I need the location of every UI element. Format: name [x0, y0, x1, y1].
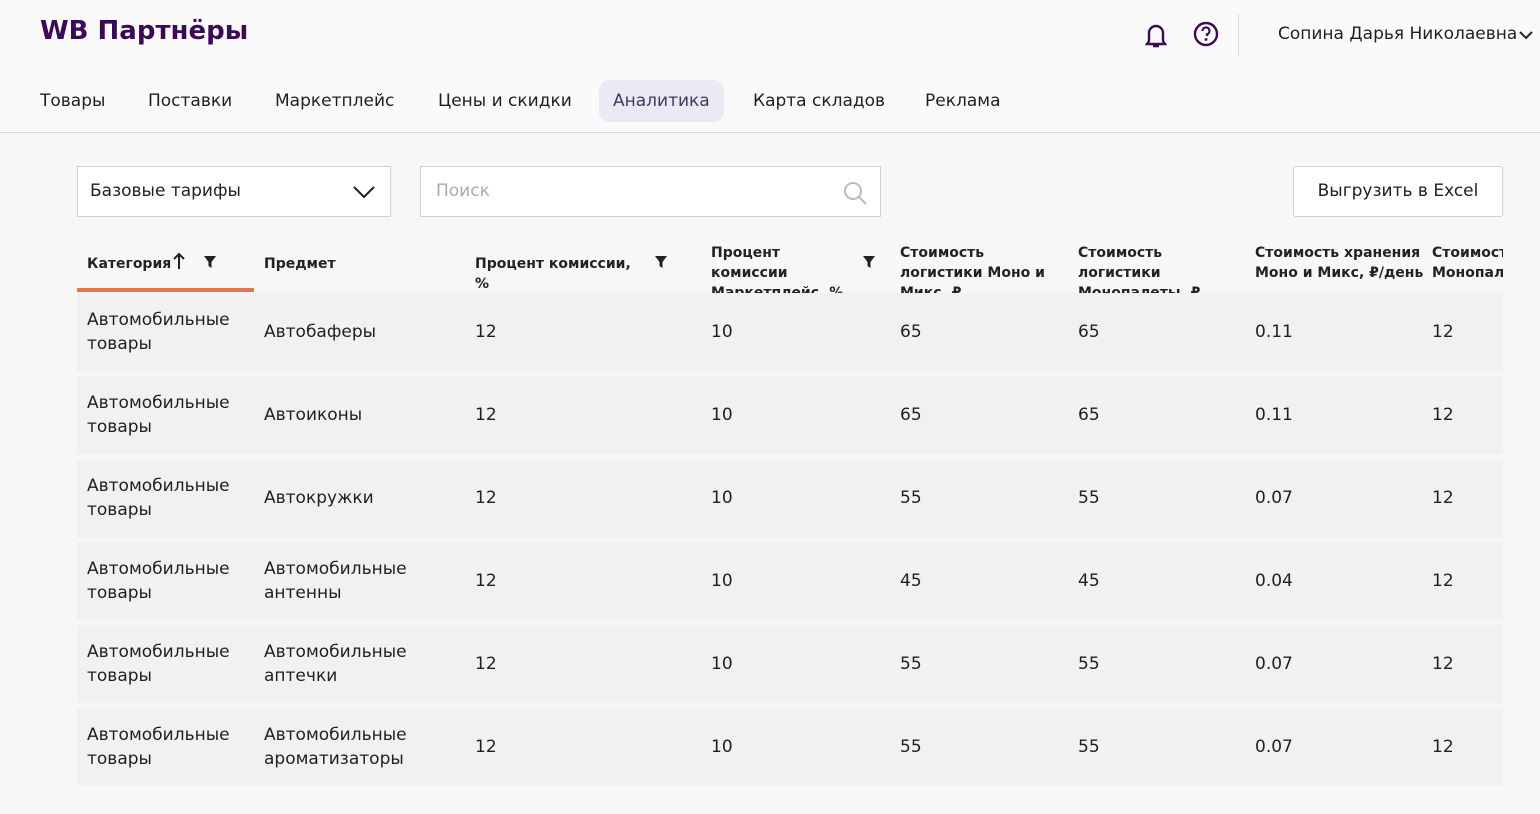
table-cell: 0.11 [1255, 405, 1293, 425]
filter-icon[interactable] [654, 255, 668, 269]
table-cell: 12 [475, 405, 497, 425]
table-cell: 12 [475, 654, 497, 674]
bell-icon[interactable] [1142, 20, 1170, 50]
table-row [77, 708, 1503, 786]
column-header: Стоимост Монопале [1432, 245, 1503, 281]
tariff-select[interactable]: Базовые тарифы [77, 166, 391, 217]
filter-icon[interactable] [203, 255, 217, 269]
table-cell: 10 [711, 571, 733, 591]
table-cell: 12 [475, 737, 497, 757]
table-cell: 10 [711, 737, 733, 757]
table-row [77, 459, 1503, 537]
nav-item[interactable]: Цены и скидки [438, 91, 572, 111]
help-icon[interactable] [1192, 20, 1220, 48]
user-name[interactable]: Сопина Дарья Николаевна [1278, 24, 1518, 44]
table-cell: 12 [1432, 737, 1454, 757]
table-cell: Автокружки [264, 488, 374, 508]
table-cell: 55 [1078, 737, 1100, 757]
table-cell: 0.07 [1255, 737, 1293, 757]
table-cell: Автомобильные товары [87, 725, 230, 769]
table-cell: 65 [900, 405, 922, 425]
table-cell: 12 [1432, 571, 1454, 591]
table-cell: 45 [900, 571, 922, 591]
table-cell: 0.11 [1255, 322, 1293, 342]
select-chevron [353, 186, 375, 199]
table-cell: 12 [1432, 322, 1454, 342]
table-cell: 55 [1078, 654, 1100, 674]
table-cell: 12 [1432, 405, 1454, 425]
user-chevron[interactable] [1518, 28, 1534, 42]
column-header[interactable]: Процент комиссии, % [475, 256, 631, 292]
table-cell: 10 [711, 322, 733, 342]
column-header[interactable]: Категория [87, 256, 172, 272]
table-cell: Автомобильные ароматизаторы [264, 725, 407, 769]
table-cell: 55 [900, 488, 922, 508]
table-cell: Автомобильные товары [87, 642, 230, 686]
nav-item[interactable]: Товары [40, 91, 106, 111]
table-cell: 65 [900, 322, 922, 342]
table-cell: Автомобильные товары [87, 476, 230, 520]
table-cell: 55 [900, 737, 922, 757]
table-cell: 12 [1432, 488, 1454, 508]
top-bar [0, 0, 1540, 133]
table-cell: 65 [1078, 322, 1100, 342]
table-cell: 10 [711, 405, 733, 425]
table-cell: 10 [711, 654, 733, 674]
table-cell: 10 [711, 488, 733, 508]
table-cell: 12 [475, 488, 497, 508]
nav-item[interactable]: Карта складов [753, 91, 886, 111]
nav-item[interactable]: Аналитика [599, 80, 724, 122]
search-icon [844, 182, 867, 205]
table-cell: 45 [1078, 571, 1100, 591]
table-cell: Автомобильные товары [87, 393, 230, 437]
divider [1238, 14, 1239, 56]
table-row [77, 625, 1503, 703]
table-cell: Автомобильные товары [87, 310, 230, 354]
table-cell: 12 [475, 322, 497, 342]
table-cell: 0.04 [1255, 571, 1293, 591]
nav-item[interactable]: Реклама [925, 91, 1001, 111]
select-label: Базовые тарифы [90, 181, 241, 201]
table-cell: Автоиконы [264, 405, 363, 425]
search-input[interactable]: Поиск [420, 166, 881, 217]
table-row [77, 542, 1503, 620]
table-cell: Автобаферы [264, 322, 377, 342]
table-row [77, 376, 1503, 454]
table-cell: Автомобильные товары [87, 559, 230, 603]
nav-item[interactable]: Маркетплейс [275, 91, 395, 111]
nav-item[interactable]: Поставки [148, 91, 233, 111]
table-cell: 12 [1432, 654, 1454, 674]
table-cell: 55 [1078, 488, 1100, 508]
sort-arrow[interactable] [172, 252, 186, 270]
table-cell: 65 [1078, 405, 1100, 425]
search-placeholder: Поиск [436, 181, 490, 201]
filter-icon[interactable] [862, 255, 876, 269]
logo[interactable]: WB Партнёры [40, 16, 249, 46]
table-row [77, 293, 1503, 371]
table-cell: 0.07 [1255, 488, 1293, 508]
table-cell: Автомобильные аптечки [264, 642, 407, 686]
column-header[interactable]: Предмет [264, 256, 336, 272]
export-button[interactable]: Выгрузить в Excel [1293, 166, 1503, 217]
sort-underline [77, 288, 254, 292]
table-cell: 0.07 [1255, 654, 1293, 674]
table-cell: Автомобильные антенны [264, 559, 407, 603]
table-cell: 12 [475, 571, 497, 591]
column-header: Стоимость хранения Моно и Микс, ₽/день [1255, 245, 1424, 281]
table-cell: 55 [900, 654, 922, 674]
